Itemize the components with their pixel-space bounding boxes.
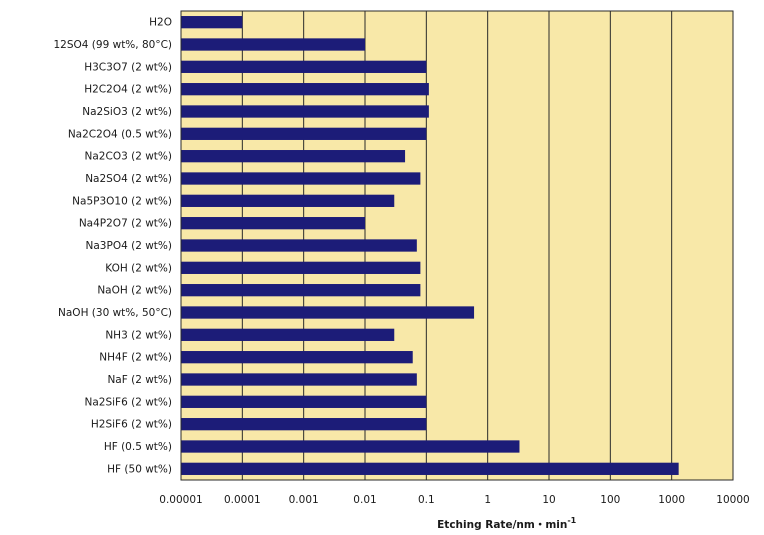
bar [181, 194, 395, 207]
x-tick-label: 0.1 [418, 494, 435, 506]
category-label: HF (50 wt%) [107, 463, 172, 475]
bar [181, 306, 475, 319]
bars [181, 16, 679, 475]
category-label: 12SO4 (99 wt%, 80°C) [54, 39, 173, 51]
x-axis-title-text: Etching Rate/nm・min [437, 519, 567, 531]
category-label: NaF (2 wt%) [107, 374, 172, 386]
x-axis-title-exponent: -1 [567, 516, 576, 525]
bar [181, 217, 365, 230]
category-label: H2O [149, 17, 172, 29]
category-label: Na3PO4 (2 wt%) [86, 240, 172, 252]
category-label: H2C2O4 (2 wt%) [84, 84, 172, 96]
category-label: H3C3O7 (2 wt%) [84, 61, 172, 73]
bar [181, 150, 406, 163]
bar [181, 83, 429, 96]
bar [181, 328, 395, 341]
category-label: Na2C2O4 (0.5 wt%) [68, 128, 172, 140]
category-label: KOH (2 wt%) [105, 262, 172, 274]
bar [181, 16, 243, 29]
bar [181, 284, 421, 297]
x-tick-label: 0.00001 [159, 494, 202, 506]
x-tick-label: 0.001 [289, 494, 319, 506]
bar [181, 172, 421, 185]
category-label: HF (0.5 wt%) [104, 441, 172, 453]
x-tick-label: 0.01 [353, 494, 376, 506]
category-label: H2SiF6 (2 wt%) [91, 419, 172, 431]
bar [181, 351, 413, 364]
category-label: Na2SO4 (2 wt%) [85, 173, 172, 185]
category-label: NaOH (30 wt%, 50°C) [58, 307, 172, 319]
x-tick-labels: 0.00001 0.0001 0.001 0.01 0.1 1 10 100 1000 10000 [159, 494, 749, 506]
category-label: NH3 (2 wt%) [105, 329, 172, 341]
bar [181, 127, 427, 140]
category-label: Na2CO3 (2 wt%) [85, 151, 172, 163]
x-tick-label: 1 [484, 494, 491, 506]
bar [181, 418, 427, 431]
x-axis-title: Etching Rate/nm・min-1 [437, 516, 577, 531]
category-label: Na5P3O10 (2 wt%) [72, 195, 172, 207]
x-tick-label: 0.0001 [224, 494, 261, 506]
bar [181, 395, 427, 408]
category-labels: H2O 12SO4 (99 wt%, 80°C) H3C3O7 (2 wt%) H2C… [54, 17, 173, 476]
bar [181, 38, 365, 51]
bar [181, 239, 417, 252]
plot-frame [180, 10, 734, 481]
x-tick-label: 1000 [658, 494, 685, 506]
bar [181, 261, 421, 274]
x-tick-label: 10000 [716, 494, 749, 506]
bar [181, 373, 417, 386]
category-label: Na2SiF6 (2 wt%) [84, 396, 172, 408]
category-label: Na2SiO3 (2 wt%) [82, 106, 172, 118]
category-label: Na4P2O7 (2 wt%) [79, 218, 172, 230]
bar [181, 105, 429, 118]
category-label: NaOH (2 wt%) [97, 285, 172, 297]
x-tick-label: 10 [542, 494, 555, 506]
bar [181, 440, 520, 453]
category-label: NH4F (2 wt%) [99, 352, 172, 364]
x-tick-label: 100 [600, 494, 620, 506]
bar [181, 60, 427, 73]
bar [181, 462, 679, 475]
